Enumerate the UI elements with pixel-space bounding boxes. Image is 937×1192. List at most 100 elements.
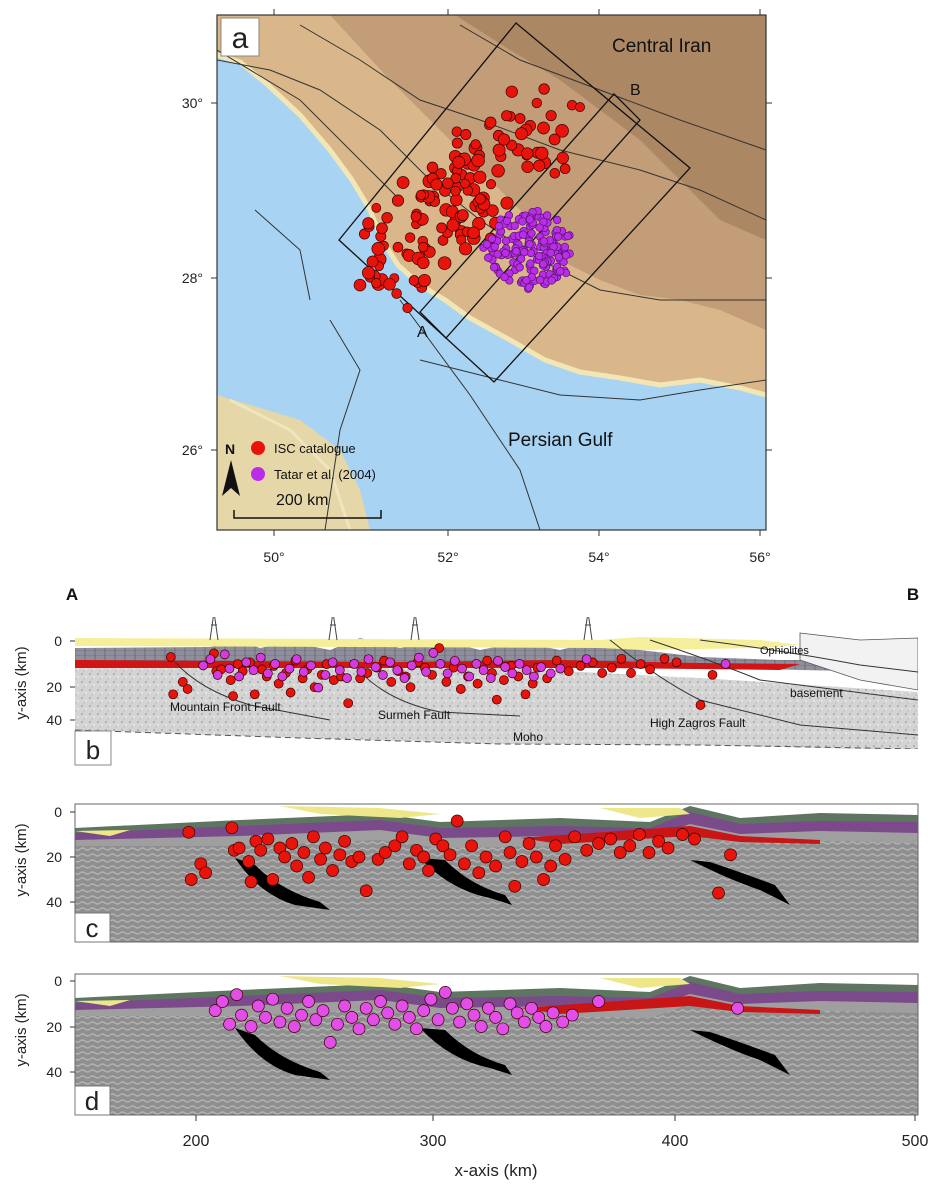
event-point xyxy=(489,1011,502,1024)
section-event xyxy=(616,653,627,664)
section-ylabel: y-axis (km) xyxy=(13,646,30,719)
map-event-isc xyxy=(376,222,388,235)
event-point xyxy=(259,1011,272,1024)
map-event-isc xyxy=(500,196,514,210)
map-event-tatar xyxy=(527,229,536,238)
section-event xyxy=(168,689,179,700)
map-event-isc xyxy=(497,133,511,146)
tatar-events xyxy=(479,206,574,293)
map-legend: N ISC catalogue Tatar et al. (2004) 200 … xyxy=(222,441,382,519)
label-ophiolites: Ophiolites xyxy=(760,645,809,657)
map-event-isc xyxy=(486,204,499,217)
event-point xyxy=(525,1001,538,1015)
event-point xyxy=(338,834,351,848)
event-point xyxy=(517,1015,531,1029)
event-point xyxy=(307,830,320,844)
map-event-isc xyxy=(559,163,571,175)
lon-tick-50: 50° xyxy=(263,549,284,565)
map-event-isc xyxy=(460,128,472,141)
section-event xyxy=(306,660,316,671)
event-point xyxy=(458,857,471,871)
map-event-isc xyxy=(426,161,439,174)
event-point xyxy=(474,1020,488,1033)
section-event xyxy=(520,689,531,700)
x-tick-300: 300 xyxy=(420,1133,447,1150)
map-event-isc xyxy=(366,255,379,268)
map-panel-label: a xyxy=(232,22,249,55)
map-event-isc xyxy=(436,222,447,234)
map-event-isc xyxy=(533,159,546,172)
map-event-isc xyxy=(456,209,469,222)
section-event xyxy=(720,659,731,669)
section-yticks: 0 20 40 xyxy=(46,633,62,728)
map-event-isc xyxy=(371,203,382,213)
section-event xyxy=(441,677,452,687)
label-high-zagros-fault: High Zagros Fault xyxy=(650,716,746,730)
event-point xyxy=(402,857,416,871)
event-point xyxy=(309,1013,323,1027)
svg-text:40: 40 xyxy=(46,894,62,910)
map-event-isc xyxy=(451,126,463,137)
section-event xyxy=(370,662,381,672)
legend-tatar-marker xyxy=(251,467,265,481)
map-event-tatar xyxy=(524,283,534,292)
map-event-tatar xyxy=(501,236,511,246)
event-point xyxy=(467,1008,481,1022)
section-event xyxy=(555,663,566,674)
map-event-tatar xyxy=(518,217,527,226)
map-event-isc xyxy=(545,110,557,122)
event-point xyxy=(503,997,517,1011)
lat-tick-26: 26° xyxy=(182,442,203,458)
event-point xyxy=(216,995,229,1008)
event-point xyxy=(539,1020,553,1033)
scale-bar xyxy=(233,510,382,519)
map-event-tatar xyxy=(539,259,548,269)
map-panel: a Central Iran Persian Gulf B A 30° 28° … xyxy=(182,9,772,565)
section-event xyxy=(363,654,374,665)
event-point xyxy=(508,879,522,893)
event-point xyxy=(278,850,292,864)
map-event-tatar xyxy=(535,275,545,285)
event-point xyxy=(623,839,637,853)
map-event-tatar xyxy=(552,215,562,225)
map-event-isc xyxy=(491,164,505,178)
section-event xyxy=(291,654,302,665)
event-point xyxy=(443,848,457,862)
section-event xyxy=(659,653,670,664)
event-point xyxy=(544,859,558,873)
north-label: N xyxy=(225,441,235,457)
section-event xyxy=(514,659,525,669)
event-point xyxy=(297,846,311,859)
region-central-iran: Central Iran xyxy=(612,36,711,57)
event-point xyxy=(592,995,605,1008)
section-event xyxy=(386,677,397,687)
lat-tick-30: 30° xyxy=(182,95,203,111)
map-event-isc xyxy=(538,83,550,95)
model-d-dots xyxy=(208,986,744,1049)
svg-text:40: 40 xyxy=(46,1064,62,1080)
map-event-isc xyxy=(484,116,497,129)
event-point xyxy=(496,1022,510,1036)
section-event xyxy=(563,666,574,677)
event-point xyxy=(482,1001,495,1015)
event-point xyxy=(510,1006,524,1020)
event-point xyxy=(532,1011,546,1024)
event-point xyxy=(450,814,464,828)
legend-isc-label: ISC catalogue xyxy=(274,441,356,456)
section-event xyxy=(270,659,280,669)
model-panel-c: c 0 20 40 y-axis (km) xyxy=(13,803,919,943)
map-event-isc xyxy=(537,121,550,135)
map-event-isc xyxy=(535,146,549,160)
map-event-isc xyxy=(383,278,396,291)
section-event xyxy=(478,665,489,676)
event-point xyxy=(565,1008,579,1022)
region-persian-gulf: Persian Gulf xyxy=(508,430,613,451)
event-point xyxy=(266,992,280,1006)
section-event xyxy=(457,663,467,674)
map-event-tatar xyxy=(556,267,565,276)
event-point xyxy=(316,1004,330,1017)
event-point xyxy=(498,830,512,844)
lon-tick-56: 56° xyxy=(749,549,770,565)
event-point xyxy=(417,1004,431,1017)
section-event xyxy=(255,652,266,663)
